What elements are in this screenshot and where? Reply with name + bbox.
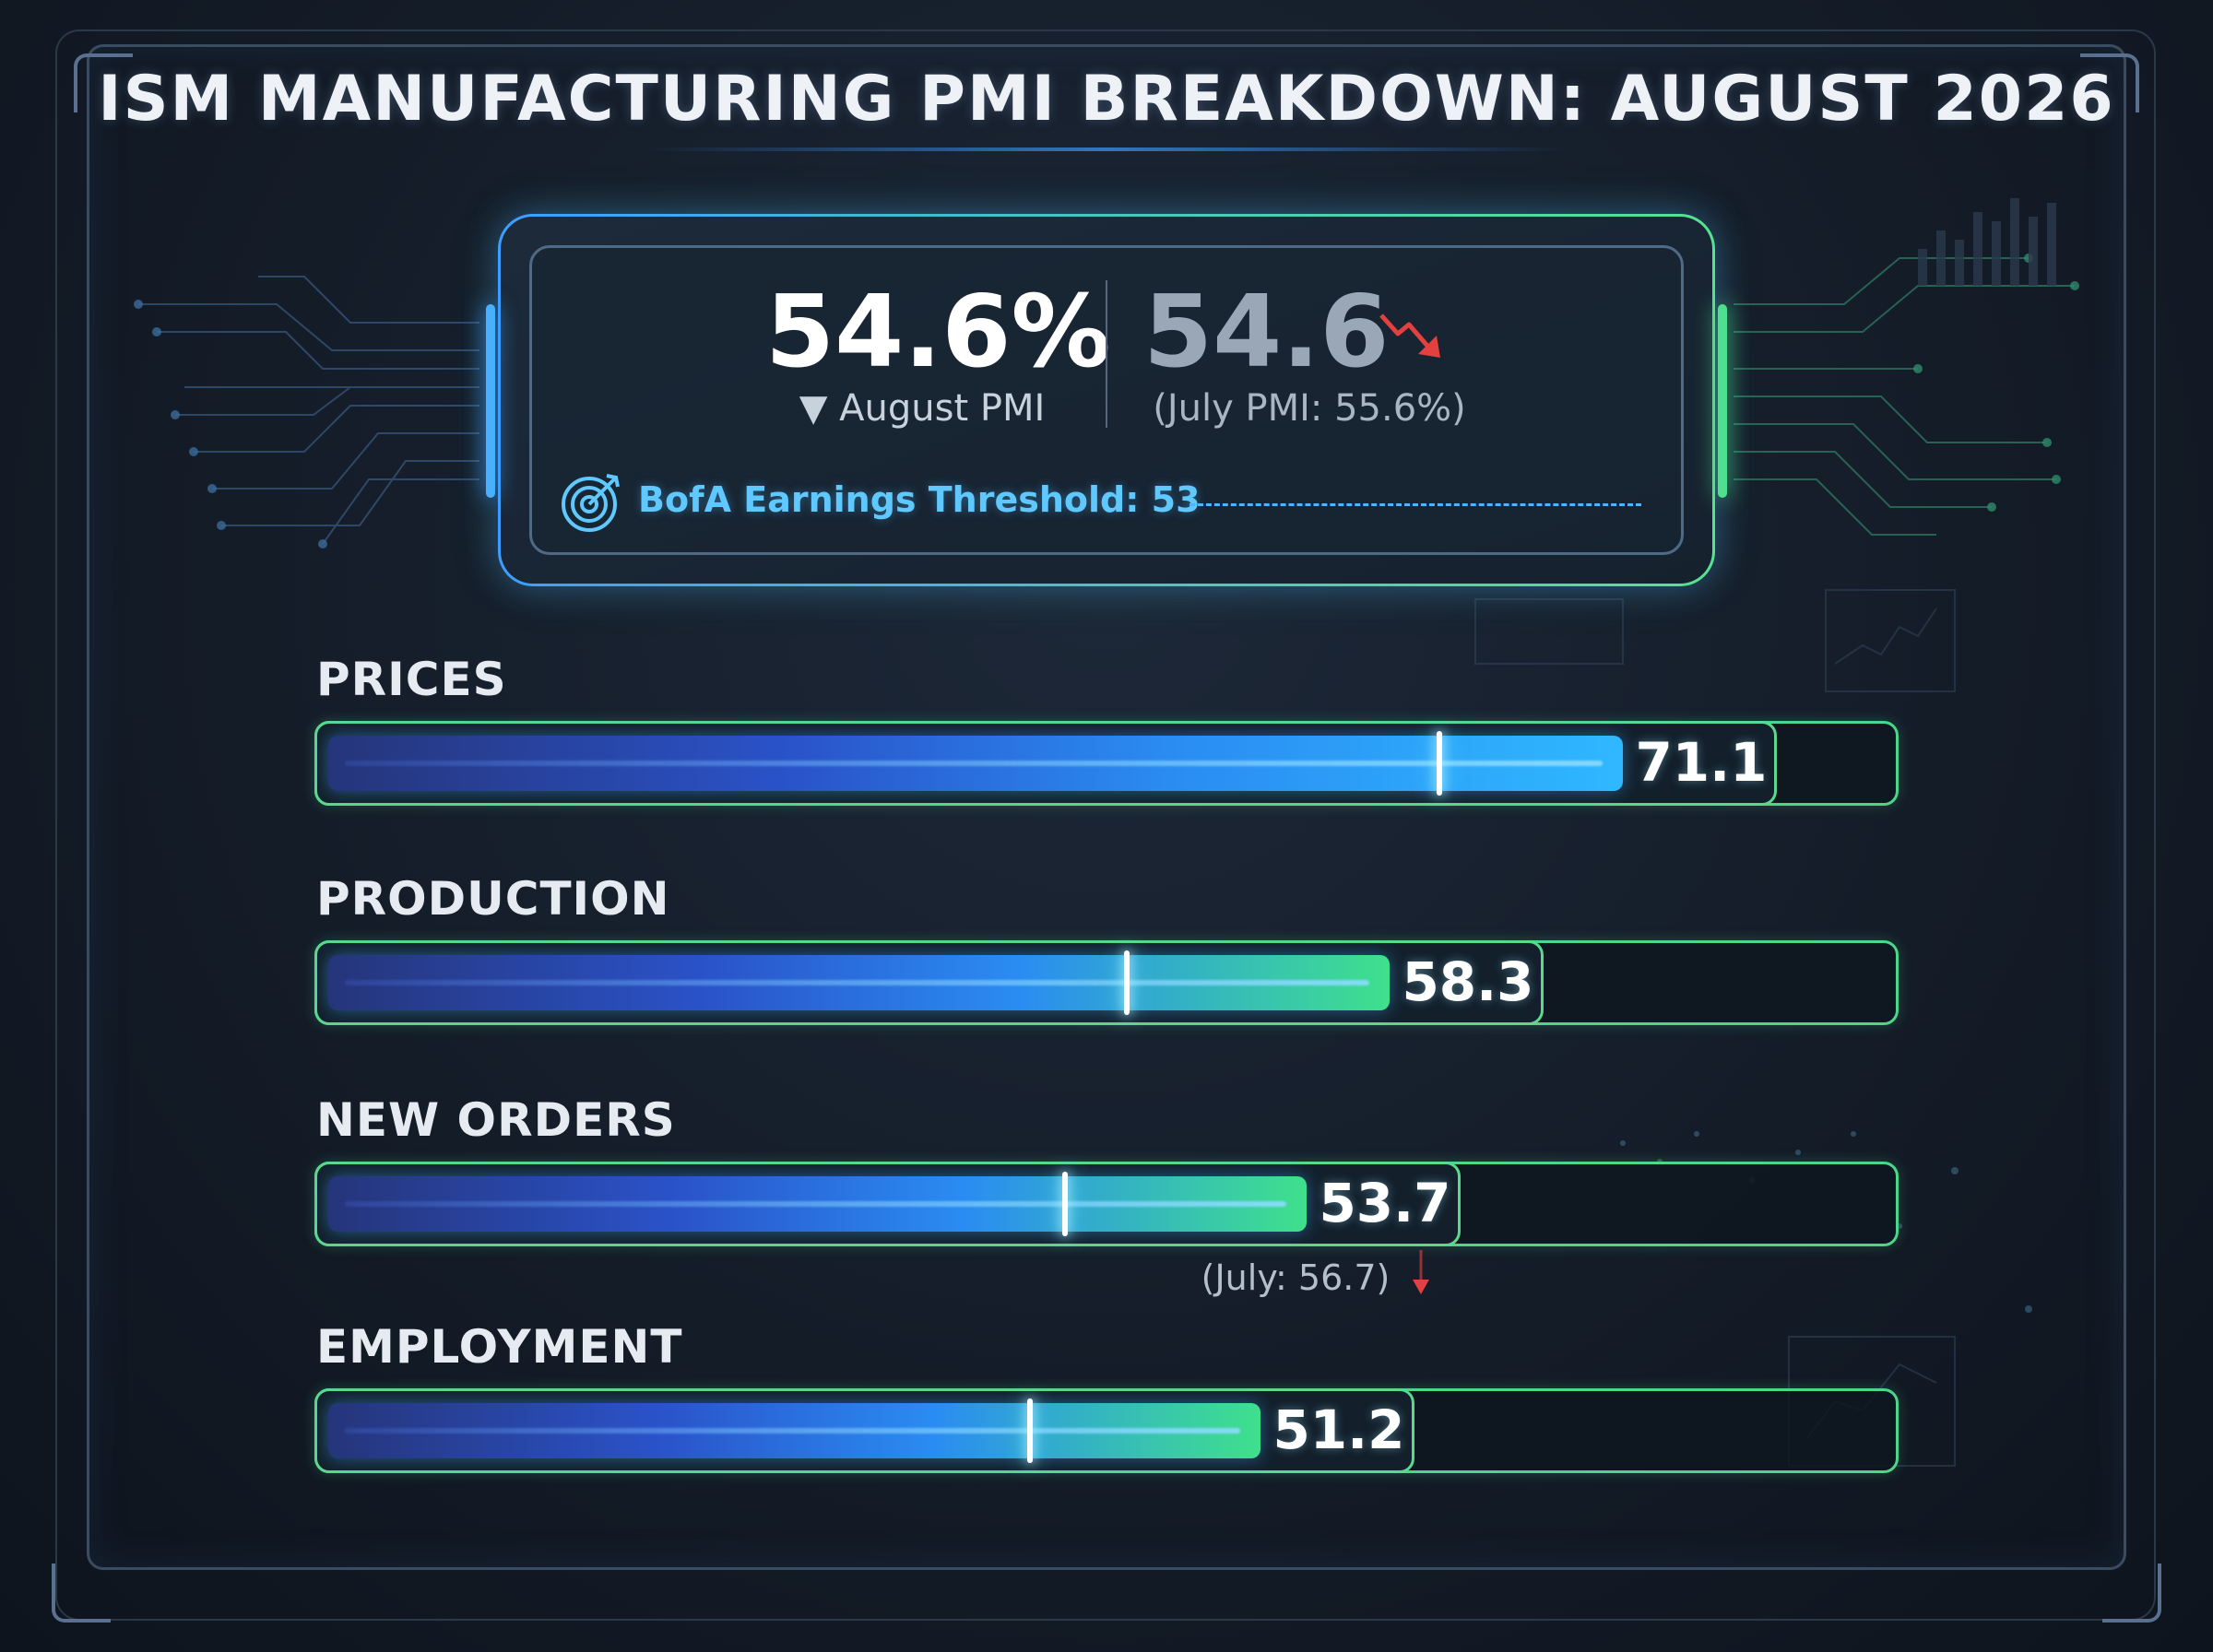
inner-frame <box>87 44 2126 1570</box>
employment-value-label: 51.2 <box>1272 1398 1405 1461</box>
prices-bar-highlight <box>345 761 1603 766</box>
new-orders-july-annotation: (July: 56.7) <box>1201 1257 1391 1298</box>
frame-corner-bottom-left <box>52 1564 111 1622</box>
employment-bar-highlight <box>345 1428 1240 1434</box>
august-pmi-label: ▼ August PMI <box>799 387 1046 430</box>
target-icon <box>562 474 620 532</box>
production-bar-track: 58.3 <box>314 940 1899 1025</box>
kpi-panel-right-glow-tab <box>1718 304 1727 498</box>
kpi-panel-left-glow-tab <box>486 304 495 498</box>
july-pmi-label: (July PMI: 55.6%) <box>1153 387 1466 430</box>
new-orders-category-label: NEW ORDERS <box>316 1093 676 1147</box>
trend-down-arrow-icon <box>1379 313 1440 358</box>
new-orders-value-label: 53.7 <box>1319 1172 1451 1234</box>
new-orders-bar-highlight <box>345 1201 1286 1207</box>
employment-bar-marker <box>1027 1398 1033 1463</box>
prices-bar-marker <box>1437 731 1442 796</box>
production-bar-highlight <box>345 980 1369 985</box>
production-value-label: 58.3 <box>1402 950 1534 1013</box>
outer-frame <box>55 30 2156 1621</box>
comparison-pmi-value: 54.6 <box>1143 275 1390 390</box>
employment-bar-track: 51.2 <box>314 1388 1899 1473</box>
frame-corner-top-left <box>74 53 133 112</box>
august-pmi-value: 54.6% <box>765 275 1111 390</box>
arrow-down-icon <box>1413 1250 1429 1294</box>
new-orders-bar-marker <box>1062 1172 1068 1236</box>
prices-category-label: PRICES <box>316 653 507 706</box>
prices-bar-track: 71.1 <box>314 721 1899 806</box>
bofa-threshold-label: BofA Earnings Threshold: 53 <box>638 479 1201 520</box>
threshold-dashed-line <box>1189 503 1641 506</box>
frame-corner-bottom-right <box>2102 1564 2161 1622</box>
kpi-divider <box>1106 280 1107 428</box>
new-orders-bar-track: 53.7 <box>314 1162 1899 1246</box>
title-glow-line <box>645 148 1568 151</box>
page-title: ISM MANUFACTURING PMI BREAKDOWN: AUGUST … <box>98 63 2115 136</box>
production-category-label: PRODUCTION <box>316 872 670 926</box>
employment-category-label: EMPLOYMENT <box>316 1320 683 1374</box>
production-bar-marker <box>1124 950 1130 1015</box>
frame-corner-top-right <box>2080 53 2139 112</box>
prices-value-label: 71.1 <box>1635 731 1768 794</box>
